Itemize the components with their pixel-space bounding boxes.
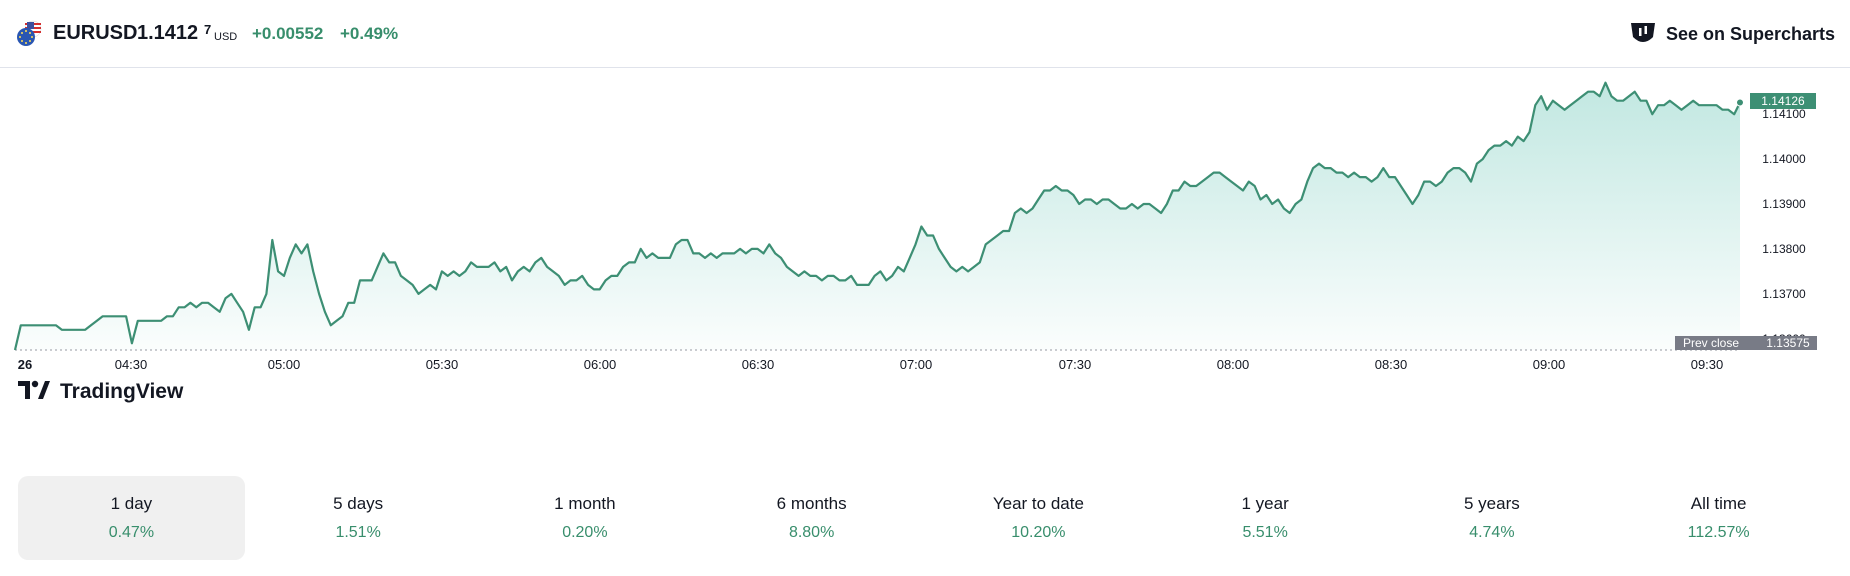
watermark-text: TradingView [60, 380, 184, 403]
price-change-percent: +0.49% [340, 24, 399, 43]
period-label: All time [1690, 494, 1747, 513]
supercharts-label: See on Supercharts [1666, 23, 1836, 44]
period-label: 6 months [776, 494, 847, 513]
y-tick-label: 1.13700 [1762, 287, 1806, 301]
x-tick-label: 06:00 [584, 357, 617, 372]
price-change: +0.00552 [252, 24, 324, 43]
supercharts-icon [1631, 23, 1655, 42]
prev-close-text: Prev close [1683, 336, 1739, 350]
period-label: 5 days [333, 494, 384, 513]
see-on-supercharts-button[interactable]: See on Supercharts [1628, 18, 1835, 50]
period-5-years[interactable]: 5 years 4.74% [1379, 476, 1606, 560]
x-tick-label: 08:00 [1217, 357, 1250, 372]
prev-close-label: Prev close 1.13575 [1675, 336, 1817, 350]
period-label: 1 month [554, 494, 616, 513]
x-tick-label: 05:30 [426, 357, 459, 372]
period-value: 0.47% [108, 524, 155, 541]
period-6-months[interactable]: 6 months 8.80% [698, 476, 925, 560]
prev-close-value: 1.13575 [1766, 336, 1810, 350]
eu-us-flag-icon [17, 20, 42, 46]
watermark: TradingView [18, 380, 184, 403]
period-1-year[interactable]: 1 year 5.51% [1152, 476, 1379, 560]
period-selector: 1 day 0.47% 5 days 1.51% 1 month 0.20% 6… [18, 476, 1832, 560]
period-5-days[interactable]: 5 days 1.51% [245, 476, 472, 560]
x-tick-label: 05:00 [268, 357, 301, 372]
x-tick-label: 26 [18, 357, 32, 372]
last-price: 1.1412 [137, 22, 199, 44]
price-chart[interactable]: 1.136001.137001.138001.139001.140001.141… [0, 68, 1850, 450]
x-tick-label: 07:00 [900, 357, 933, 372]
period-label: Year to date [992, 494, 1084, 513]
period-value: 112.57% [1687, 524, 1750, 541]
chart-header: EURUSD 1.1412 7 USD +0.00552 +0.49% See … [0, 0, 1850, 68]
price-line [13, 81, 1741, 351]
period-label: 1 day [110, 494, 153, 513]
x-axis: 26 04:30 05:00 05:30 06:00 06:30 07:00 07:30 08:… [18, 357, 1724, 372]
tradingview-logo-icon [18, 380, 50, 399]
period-value: 4.74% [1469, 524, 1515, 541]
period-value: 0.20% [562, 524, 608, 541]
period-1-day[interactable]: 1 day 0.47% [18, 476, 245, 560]
price-area-fill [15, 82, 1740, 350]
currency-label: USD [214, 31, 238, 43]
period-label: 1 year [1241, 494, 1289, 513]
last-price-dot [1736, 98, 1744, 107]
period-value: 5.51% [1242, 524, 1288, 541]
y-tick-label: 1.13900 [1762, 197, 1806, 211]
period-year-to-date[interactable]: Year to date 10.20% [925, 476, 1152, 560]
y-axis: 1.136001.137001.138001.139001.140001.141… [1762, 107, 1806, 346]
period-value: 10.20% [1011, 524, 1066, 541]
y-tick-label: 1.14100 [1762, 107, 1806, 121]
x-tick-label: 09:00 [1533, 357, 1566, 372]
x-tick-label: 09:30 [1691, 357, 1724, 372]
last-price-label: 1.14126 [1750, 93, 1816, 109]
last-price-pip: 7 [204, 22, 212, 37]
x-tick-label: 04:30 [115, 357, 148, 372]
y-tick-label: 1.14000 [1762, 152, 1806, 166]
period-all-time[interactable]: All time 112.57% [1605, 476, 1832, 560]
period-1-month[interactable]: 1 month 0.20% [472, 476, 699, 560]
symbol-name[interactable]: EURUSD [53, 22, 138, 44]
x-tick-label: 06:30 [742, 357, 775, 372]
period-label: 5 years [1464, 494, 1520, 513]
last-price-tag: 1.14126 [1761, 94, 1805, 108]
period-value: 1.51% [335, 524, 381, 541]
period-value: 8.80% [788, 524, 835, 541]
y-tick-label: 1.13800 [1762, 242, 1806, 256]
x-tick-label: 08:30 [1375, 357, 1408, 372]
x-tick-label: 07:30 [1059, 357, 1092, 372]
